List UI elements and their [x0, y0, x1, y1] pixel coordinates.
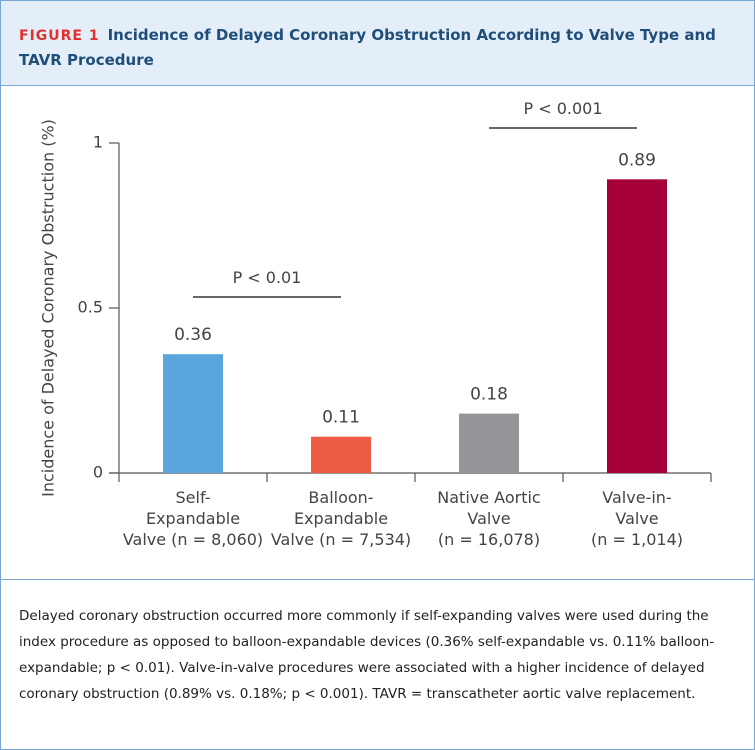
y-tick-label: 1	[93, 133, 103, 152]
figure-title: Incidence of Delayed Coronary Obstructio…	[19, 26, 716, 69]
bar	[459, 413, 519, 473]
y-tick-label: 0.5	[78, 298, 103, 317]
separator	[1, 579, 754, 580]
y-axis-label: Incidence of Delayed Coronary Obstructio…	[39, 119, 58, 497]
value-label: 0.36	[174, 325, 212, 345]
x-tick-label: Balloon- Expandable Valve (n = 7,534)	[270, 488, 412, 549]
x-tick-label: Native Aortic Valve (n = 16,078)	[437, 488, 541, 549]
bar	[607, 179, 667, 474]
y-tick-label: 0	[93, 463, 103, 482]
x-tick-label: Self- Expandable Valve (n = 8,060)	[122, 488, 264, 549]
value-label: 0.89	[618, 150, 656, 170]
bar	[163, 354, 223, 473]
caption: Delayed coronary obstruction occurred mo…	[19, 608, 715, 702]
figure-header: FIGURE 1 Incidence of Delayed Coronary Ob…	[1, 1, 754, 86]
value-label: 0.11	[322, 408, 360, 428]
chart: Incidence of Delayed Coronary Obstructio…	[39, 99, 712, 497]
significance-label: P < 0.01	[233, 268, 302, 287]
x-tick-label: Valve-in- Valve (n = 1,014)	[590, 488, 683, 549]
figure-label: FIGURE 1	[19, 28, 100, 44]
bar	[311, 436, 371, 473]
header-text: FIGURE 1 Incidence of Delayed Coronary Ob…	[19, 23, 719, 72]
value-label: 0.18	[470, 385, 508, 405]
significance-label: P < 0.001	[523, 99, 602, 118]
